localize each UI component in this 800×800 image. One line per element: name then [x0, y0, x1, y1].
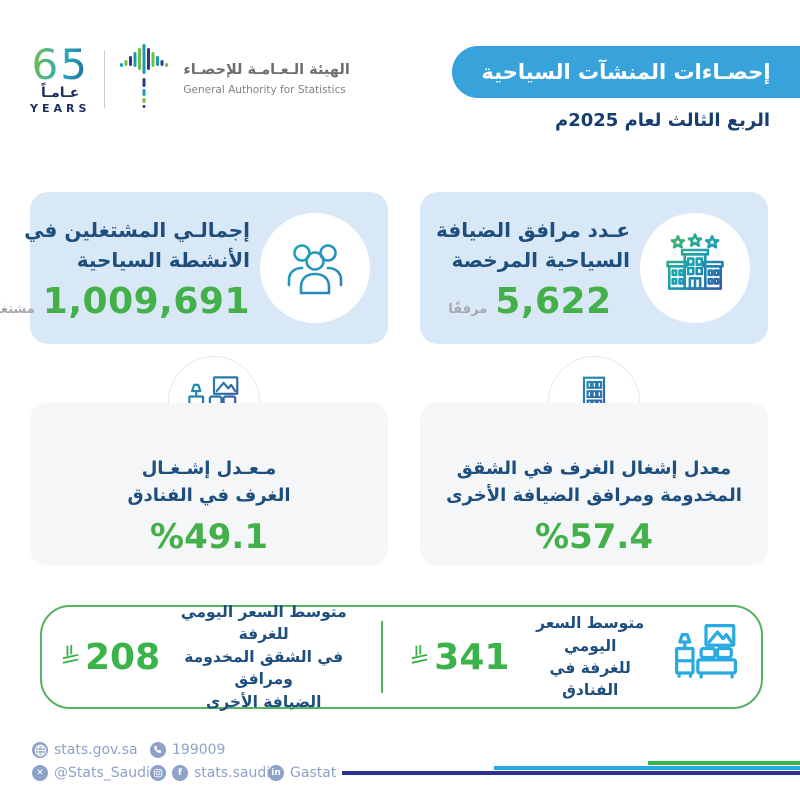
authority-name: الهيئة الـعـامـة للإحصـاء General Author…: [183, 61, 349, 97]
people-group-icon: [260, 213, 370, 323]
hotel-building-icon: [640, 213, 750, 323]
brand-block: 65 عـامـاً YEARS: [30, 38, 350, 120]
linkedin-icon: in: [268, 765, 284, 781]
social-links[interactable]: f stats.saudi: [150, 765, 271, 781]
hotel-rate-label-line1: متوسط السعر اليومي: [536, 614, 645, 655]
facilities-title: عـدد مرافق الضيافة السياحية المرخصة: [430, 215, 630, 275]
instagram-icon: [150, 765, 166, 781]
serviced-occupancy-title-line1: معدل إشغال الغرف في الشقق: [456, 458, 732, 479]
serviced-rate-label: متوسط السعر اليومي للغرفة في الشقق المخد…: [174, 601, 353, 713]
serviced-occupancy-value: %57.4: [535, 517, 653, 557]
room-icon: [671, 624, 741, 690]
gastat-palm-logo-icon: [119, 42, 169, 116]
page-title: إحصـاءات المنشآت السياحية: [481, 60, 771, 84]
website-text: stats.gov.sa: [54, 742, 138, 758]
hotel-occupancy-title-line1: مـعـدل إشـغـال: [141, 458, 277, 479]
workers-title: إجمالـي المشتغلين في الأنشطة السياحية: [0, 215, 250, 275]
title-banner: إحصـاءات المنشآت السياحية: [452, 46, 800, 98]
globe-icon: [32, 742, 48, 758]
brand-divider: [104, 50, 106, 108]
footer-contacts: stats.gov.sa 199009 ✕ @Stats_Saudi: [32, 742, 336, 788]
card-licensed-facilities: عـدد مرافق الضيافة السياحية المرخصة 5,62…: [420, 192, 768, 344]
facilities-unit: مرفقًا: [448, 301, 488, 317]
serviced-occupancy-title: معدل إشغال الغرف في الشقق المخدومة ومراف…: [420, 455, 768, 509]
x-twitter-link[interactable]: ✕ @Stats_Saudi: [32, 765, 150, 781]
facilities-title-line2: السياحية المرخصة: [451, 247, 630, 272]
card-hotel-occupancy: مـعـدل إشـغـال الغرف في الفنادق %49.1: [30, 403, 388, 565]
serviced-rate-label-line3: الضيافة الأخرى: [206, 692, 322, 711]
hotel-rate-value-group: 341: [411, 637, 509, 678]
hotel-occupancy-value: %49.1: [150, 517, 268, 557]
workers-title-line2: الأنشطة السياحية: [76, 247, 250, 272]
serviced-rate-label-line1: متوسط السعر اليومي للغرفة: [180, 602, 347, 644]
65-years-logo: 65 عـامـاً YEARS: [30, 40, 91, 116]
facilities-text: عـدد مرافق الضيافة السياحية المرخصة 5,62…: [430, 215, 630, 322]
authority-name-english: General Authority for Statistics: [183, 83, 346, 96]
social-handle-text: stats.saudi: [194, 765, 271, 781]
hotel-rate-value: 341: [434, 636, 510, 678]
hotel-occupancy-title-line2: الغرف في الفنادق: [127, 485, 291, 506]
serviced-rate-value-group: 208: [62, 637, 160, 678]
years-word-arabic: عـامـاً: [41, 85, 80, 101]
phone-contact[interactable]: 199009: [150, 742, 225, 758]
price-divider: [381, 621, 384, 693]
x-twitter-icon: ✕: [32, 765, 48, 781]
decorative-line-cyan: [494, 766, 800, 770]
riyal-symbol-icon: [411, 644, 428, 669]
decorative-line-green: [648, 761, 800, 765]
serviced-rate-value: 208: [85, 636, 161, 678]
authority-name-arabic: الهيئة الـعـامـة للإحصـاء: [183, 62, 350, 79]
x-handle-text: @Stats_Saudi: [54, 765, 150, 781]
phone-text: 199009: [172, 742, 226, 758]
facilities-title-line1: عـدد مرافق الضيافة: [435, 217, 630, 242]
daily-rate-bar: متوسط السعر اليومي للغرفة في الفنادق 341…: [40, 603, 763, 711]
linkedin-handle-text: Gastat: [290, 765, 337, 781]
linkedin-link[interactable]: in Gastat: [268, 765, 336, 781]
phone-icon: [150, 742, 166, 758]
website-link[interactable]: stats.gov.sa: [32, 742, 150, 758]
workers-unit: مشتغلًا: [0, 301, 35, 317]
workers-value: 1,009,691: [42, 280, 250, 322]
years-word-english: YEARS: [30, 102, 91, 115]
card-serviced-occupancy: معدل إشغال الغرف في الشقق المخدومة ومراف…: [420, 403, 768, 565]
hotel-rate-label-line2: للغرفة في الفنادق: [549, 659, 631, 700]
workers-text: إجمالـي المشتغلين في الأنشطة السياحية 1,…: [0, 215, 250, 322]
years-number: 65: [31, 40, 89, 89]
workers-title-line1: إجمالـي المشتغلين في: [24, 217, 250, 242]
facebook-icon: f: [172, 765, 188, 781]
report-period: الربع الثالث لعام 2025م: [554, 110, 770, 131]
hotel-rate-label: متوسط السعر اليومي للغرفة في الفنادق: [523, 612, 657, 702]
decorative-line-navy: [342, 771, 800, 775]
facilities-value: 5,622: [495, 280, 612, 322]
riyal-symbol-icon: [62, 644, 79, 669]
serviced-occupancy-title-line2: المخدومة ومرافق الضيافة الأخرى: [446, 485, 742, 506]
serviced-rate-label-line2: في الشقق المخدومة ومرافق: [184, 647, 344, 689]
hotel-occupancy-title: مـعـدل إشـغـال الغرف في الفنادق: [30, 455, 388, 509]
card-tourism-workers: إجمالـي المشتغلين في الأنشطة السياحية 1,…: [0, 192, 388, 344]
